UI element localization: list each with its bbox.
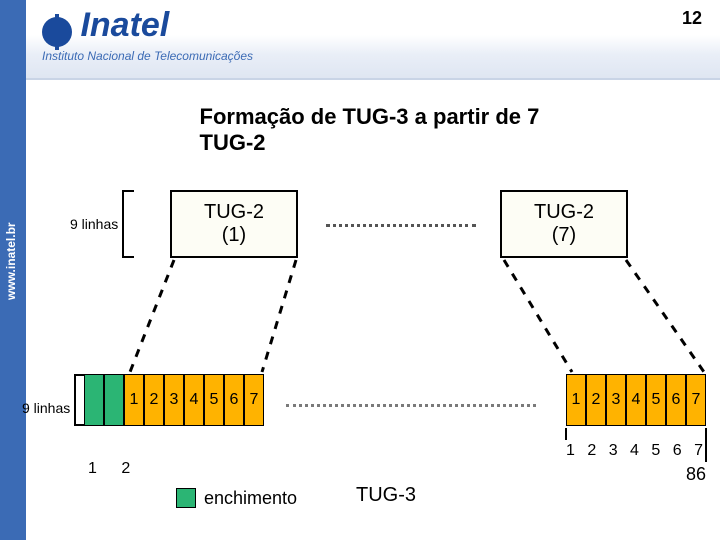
- header: Inatel Instituto Nacional de Telecomunic…: [26, 0, 720, 80]
- column-cell: 5: [204, 374, 224, 426]
- sidebar-url: www.inatel.br: [4, 222, 18, 300]
- col-index-right: 1 2 3 4 5 6 7: [566, 442, 707, 460]
- logo: Inatel Instituto Nacional de Telecomunic…: [42, 8, 253, 63]
- tug2-box-1: TUG-2 (1): [170, 190, 298, 258]
- fill-columns: [84, 374, 124, 426]
- tug3-label: TUG-3: [356, 484, 416, 507]
- column-cell: 7: [686, 374, 706, 426]
- column-cell: 6: [666, 374, 686, 426]
- column-cell: 6: [224, 374, 244, 426]
- page-number: 12: [682, 8, 708, 29]
- bracket-label-top: 9 linhas: [70, 216, 118, 232]
- tug2-name: TUG-2: [534, 201, 594, 224]
- tug2-name: TUG-2: [204, 201, 264, 224]
- tug2-index: (1): [222, 224, 246, 247]
- column-cell: 5: [646, 374, 666, 426]
- column-cell: 7: [244, 374, 264, 426]
- tug2-index: (7): [552, 224, 576, 247]
- logo-emblem: [42, 17, 72, 47]
- column-cell: 2: [586, 374, 606, 426]
- sidebar: www.inatel.br: [0, 0, 26, 540]
- col-index-1-2: 1 2: [88, 460, 140, 478]
- bracket-label-bottom: 9 linhas: [22, 400, 70, 416]
- tug2-box-7: TUG-2 (7): [500, 190, 628, 258]
- left-columns: 1234567: [124, 374, 264, 426]
- column-cell: 4: [184, 374, 204, 426]
- bracket-9linhas-top: [122, 190, 124, 258]
- logo-sub: Instituto Nacional de Telecomunicações: [42, 49, 253, 63]
- column-cell: 2: [144, 374, 164, 426]
- legend-fill-box: [176, 488, 196, 508]
- column-cell: [84, 374, 104, 426]
- legend-fill-label: enchimento: [204, 488, 297, 509]
- column-cell: 3: [606, 374, 626, 426]
- dots-between-tug2: [326, 224, 476, 227]
- diagram-area: Formação de TUG-3 a partir de 7 TUG-2 TU…: [26, 90, 720, 540]
- column-cell: 3: [164, 374, 184, 426]
- bracket-9linhas-bottom: [74, 374, 76, 426]
- page-title: Formação de TUG-3 a partir de 7 TUG-2: [200, 104, 547, 156]
- right-columns: 1234567: [566, 374, 706, 426]
- strip-gap-dots: [286, 404, 536, 407]
- column-cell: 1: [566, 374, 586, 426]
- column-cell: [104, 374, 124, 426]
- column-cell: 1: [124, 374, 144, 426]
- column-cell: 4: [626, 374, 646, 426]
- col-index-86: 86: [686, 464, 706, 485]
- logo-main: Inatel: [80, 6, 169, 44]
